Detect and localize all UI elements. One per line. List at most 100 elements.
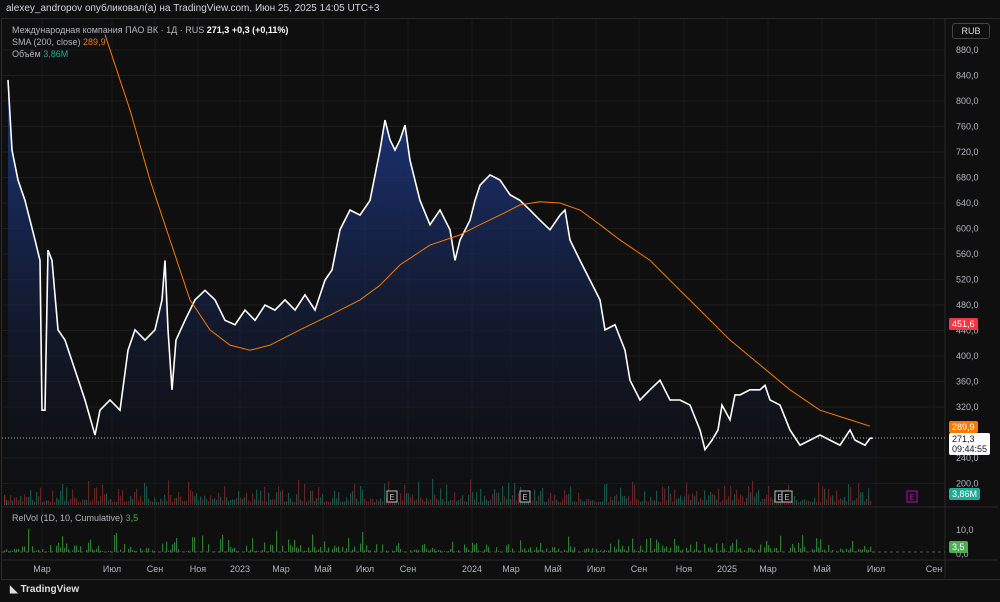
relvol-bar xyxy=(304,550,306,552)
relvol-bar xyxy=(712,549,714,552)
relvol-bar xyxy=(486,544,488,552)
volume-tag: 3,86M xyxy=(949,488,981,500)
relvol-bar xyxy=(554,547,556,552)
relvol-bar xyxy=(802,535,804,552)
relvol-bar xyxy=(864,545,866,552)
relvol-bar xyxy=(252,538,254,552)
relvol-bar xyxy=(552,547,554,552)
relvol-bar xyxy=(132,549,134,552)
currency-button[interactable]: RUB xyxy=(952,23,990,39)
relvol-bar xyxy=(166,541,168,552)
x-tick-label: Май xyxy=(544,564,562,574)
y-tick-label: 880,0 xyxy=(956,45,979,55)
symbol-title: Международная компания ПАО ВК · 1Д · RUS xyxy=(12,25,205,35)
relvol-bar xyxy=(272,545,274,552)
relvol-bar xyxy=(208,544,210,552)
relvol-bar xyxy=(622,545,624,552)
relvol-bar xyxy=(320,547,322,552)
y-tick-label: 200,0 xyxy=(956,479,979,489)
relvol-bar xyxy=(634,549,636,552)
relvol-bar xyxy=(632,538,634,552)
relvol-bar xyxy=(328,547,330,552)
relvol-bar xyxy=(32,546,34,552)
relvol-bar xyxy=(282,545,284,552)
relvol-bar xyxy=(386,550,388,552)
relvol-bar xyxy=(464,544,466,552)
relvol-bar xyxy=(312,534,314,552)
x-tick-label: Сен xyxy=(631,564,648,574)
relvol-bar xyxy=(444,551,446,552)
relvol-bar xyxy=(374,550,376,552)
relvol-bar xyxy=(308,547,310,552)
relvol-bar xyxy=(584,549,586,552)
relvol-bar xyxy=(114,535,116,552)
price-line xyxy=(7,79,874,452)
countdown: 09:44:55 xyxy=(952,444,988,454)
relvol-bar xyxy=(624,549,626,552)
relvol-bar xyxy=(792,543,794,552)
relvol-bar xyxy=(708,547,710,552)
volume-label[interactable]: Объём xyxy=(12,49,41,59)
relvol-bar xyxy=(600,550,602,552)
relvol-bar xyxy=(840,548,842,552)
relvol-bar xyxy=(314,547,316,552)
tradingview-logo[interactable]: ◣ TradingView xyxy=(10,584,80,595)
relvol-bar xyxy=(722,543,724,552)
relvol-bar xyxy=(754,550,756,552)
relvol-bar xyxy=(48,551,50,552)
relvol-bar xyxy=(436,550,438,552)
relvol-bar xyxy=(468,549,470,552)
relvol-bar xyxy=(400,548,402,552)
relvol-bar xyxy=(546,548,548,552)
relvol-bar xyxy=(694,549,696,552)
relvol-bar xyxy=(812,549,814,552)
relvol-bar xyxy=(10,550,12,552)
relvol-bar xyxy=(800,548,802,552)
y-tick-label: 480,0 xyxy=(956,300,979,310)
relvol-bar xyxy=(862,549,864,552)
relvol-bar xyxy=(264,542,266,552)
published-header: alexey_andropov опубликовал(а) на Tradin… xyxy=(6,3,380,14)
relvol-bar xyxy=(102,551,104,552)
relvol-bar xyxy=(616,549,618,552)
relvol-bar xyxy=(608,550,610,552)
relvol-bar xyxy=(120,549,122,552)
sma-label[interactable]: SMA (200, close) xyxy=(12,37,81,47)
relvol-bar xyxy=(750,547,752,552)
relvol-bar xyxy=(94,550,96,552)
relvol-bar xyxy=(748,547,750,552)
relvol-bar xyxy=(232,548,234,552)
relvol-bar xyxy=(524,548,526,552)
x-tick-label: Май xyxy=(813,564,831,574)
relvol-bar xyxy=(60,547,62,552)
relvol-bar xyxy=(528,549,530,552)
relvol-bar xyxy=(704,543,706,552)
relvol-bar xyxy=(570,546,572,552)
relvol-bar xyxy=(168,550,170,552)
relvol-bar xyxy=(42,548,44,552)
relvol-bar xyxy=(174,542,176,552)
relvol-bar xyxy=(820,539,822,552)
relvol-bar xyxy=(636,551,638,552)
relvol-tag: 3,5 xyxy=(949,541,968,553)
relvol-bar xyxy=(326,550,328,552)
relvol-bar xyxy=(98,545,100,552)
relvol-bar xyxy=(588,548,590,552)
x-tick-label: Июл xyxy=(356,564,374,574)
relvol-bar xyxy=(730,545,732,552)
y-tick-label: 640,0 xyxy=(956,198,979,208)
y-tick-label: 440,0 xyxy=(956,326,979,336)
relvol-bar xyxy=(16,549,18,552)
relvol-bar xyxy=(58,542,60,552)
relvol-label[interactable]: RelVol (1D, 10, Cumulative) xyxy=(12,513,124,523)
relvol-bar xyxy=(258,551,260,552)
chart-legend: Международная компания ПАО ВК · 1Д · RUS… xyxy=(12,24,288,60)
earnings-label: E xyxy=(777,493,782,502)
relvol-bar xyxy=(564,549,566,552)
relvol-bar xyxy=(78,550,80,552)
relvol-bar xyxy=(136,550,138,552)
relvol-bar xyxy=(332,549,334,552)
relvol-bar xyxy=(382,544,384,552)
relvol-bar xyxy=(148,548,150,552)
